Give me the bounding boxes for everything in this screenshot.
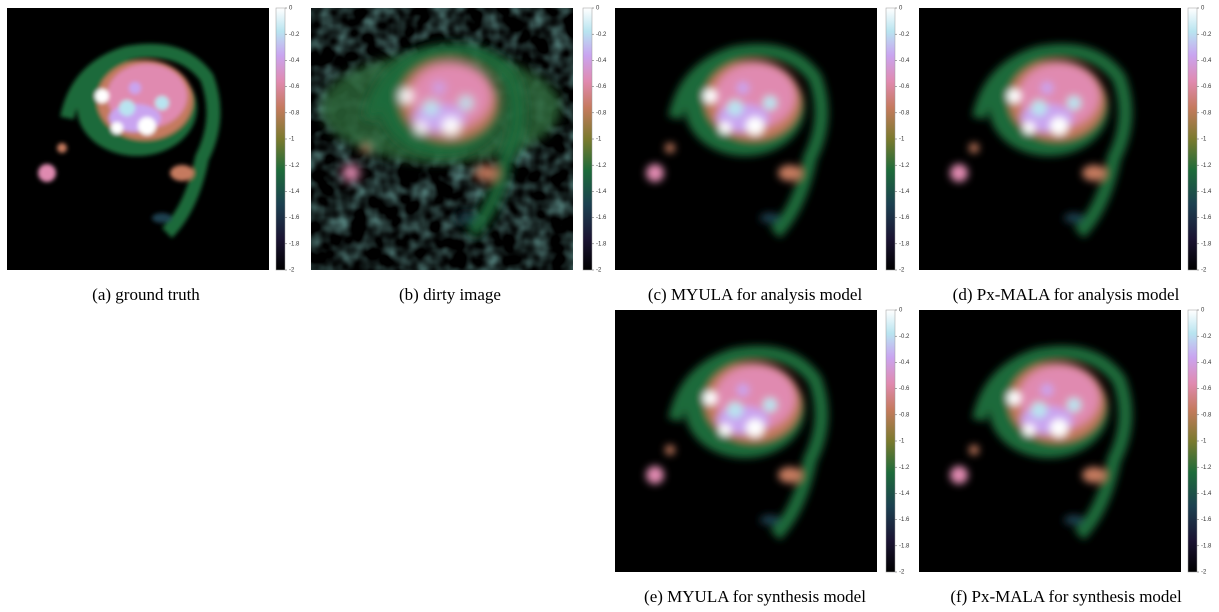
colorbar-tick-label: -0.6	[1201, 386, 1212, 392]
colorbar-tick-label: -1.6	[1201, 517, 1212, 523]
colorbar	[1187, 309, 1198, 573]
colorbar-tick-label: -1.8	[1201, 543, 1212, 549]
colorbar-tick-label: -1.4	[289, 189, 300, 195]
colorbar-tick-label: 0	[1201, 6, 1205, 12]
colorbar	[1187, 7, 1198, 271]
colorbar-tick-label: -1.2	[899, 465, 910, 471]
colorbar-tick-label: -2	[899, 570, 905, 576]
colorbar-tick-label: -0.6	[899, 386, 910, 392]
colorbar-tick-label: -0.8	[1201, 412, 1212, 418]
caption: (e) MYULA for synthesis model	[644, 587, 866, 606]
colorbar-tick-label: -1.8	[1201, 241, 1212, 247]
image-panel	[7, 8, 269, 270]
colorbar-tick-label: -0.2	[289, 32, 300, 38]
colorbar	[275, 7, 286, 271]
colorbar-tick-label: -0.6	[899, 84, 910, 90]
colorbar-tick-label: -1	[596, 137, 602, 143]
colorbar-tick-label: -0.6	[289, 84, 300, 90]
colorbar-tick-label: -1.4	[899, 189, 910, 195]
colorbar-tick-label: -0.2	[899, 32, 910, 38]
image-panel	[615, 310, 877, 572]
colorbar-tick-label: -0.2	[899, 334, 910, 340]
colorbar-tick-label: -1.6	[289, 215, 300, 221]
caption: (c) MYULA for analysis model	[648, 285, 863, 304]
colorbar-tick-label: -1	[899, 439, 905, 445]
colorbar-tick-label: -1	[1201, 137, 1207, 143]
colorbar-tick-label: -0.2	[1201, 334, 1212, 340]
image-panel	[919, 8, 1181, 270]
colorbar-tick-label: 0	[1201, 308, 1205, 314]
colorbar	[582, 7, 593, 271]
colorbar-tick-label: -1	[899, 137, 905, 143]
colorbar-tick-label: -2	[899, 268, 905, 274]
colorbar-tick-label: -1.4	[899, 491, 910, 497]
colorbar-tick-label: -1.4	[1201, 189, 1212, 195]
caption: (f) Px-MALA for synthesis model	[950, 587, 1182, 606]
colorbar-tick-label: -0.2	[1201, 32, 1212, 38]
colorbar-tick-label: -1.8	[899, 241, 910, 247]
colorbar-tick-label: -1.8	[899, 543, 910, 549]
colorbar-tick-label: -0.8	[596, 110, 607, 116]
colorbar-tick-label: -1.2	[596, 163, 607, 169]
colorbar-tick-label: 0	[899, 6, 903, 12]
colorbar-tick-label: -0.4	[596, 58, 607, 64]
colorbar-tick-label: -0.4	[899, 58, 910, 64]
colorbar-tick-label: -2	[596, 268, 602, 274]
colorbar-tick-label: -0.8	[899, 110, 910, 116]
colorbar-tick-label: -1.2	[1201, 163, 1212, 169]
colorbar	[885, 7, 896, 271]
colorbar-tick-label: -1	[1201, 439, 1207, 445]
caption: (a) ground truth	[92, 285, 200, 304]
colorbar-tick-label: 0	[596, 6, 600, 12]
caption: (b) dirty image	[399, 285, 501, 304]
colorbar-tick-label: -0.4	[1201, 360, 1212, 366]
colorbar-tick-label: -0.6	[1201, 84, 1212, 90]
colorbar-tick-label: -0.6	[596, 84, 607, 90]
image-panel	[311, 8, 573, 270]
colorbar-tick-label: -1.2	[289, 163, 300, 169]
colorbar-tick-label: -0.4	[1201, 58, 1212, 64]
colorbar-tick-label: -1.2	[899, 163, 910, 169]
image-panel	[919, 310, 1181, 572]
colorbar-tick-label: -1.8	[596, 241, 607, 247]
colorbar-tick-label: -0.8	[899, 412, 910, 418]
colorbar-tick-label: -1.8	[289, 241, 300, 247]
image-panel	[615, 8, 877, 270]
colorbar-tick-label: -1.6	[899, 215, 910, 221]
colorbar-tick-label: -0.8	[1201, 110, 1212, 116]
colorbar-tick-label: -2	[1201, 570, 1207, 576]
colorbar	[885, 309, 896, 573]
colorbar-tick-label: -2	[289, 268, 295, 274]
colorbar-tick-label: -1	[289, 137, 295, 143]
colorbar-tick-label: -1.6	[596, 215, 607, 221]
colorbar-tick-label: -1.6	[1201, 215, 1212, 221]
caption: (d) Px-MALA for analysis model	[953, 285, 1180, 304]
colorbar-tick-label: -0.2	[596, 32, 607, 38]
colorbar-tick-label: -1.2	[1201, 465, 1212, 471]
colorbar-tick-label: -1.6	[899, 517, 910, 523]
colorbar-tick-label: -0.4	[899, 360, 910, 366]
colorbar-tick-label: 0	[899, 308, 903, 314]
colorbar-tick-label: -0.4	[289, 58, 300, 64]
colorbar-tick-label: -1.4	[596, 189, 607, 195]
colorbar-tick-label: -0.8	[289, 110, 300, 116]
colorbar-tick-label: -2	[1201, 268, 1207, 274]
colorbar-tick-label: 0	[289, 6, 293, 12]
colorbar-tick-label: -1.4	[1201, 491, 1212, 497]
